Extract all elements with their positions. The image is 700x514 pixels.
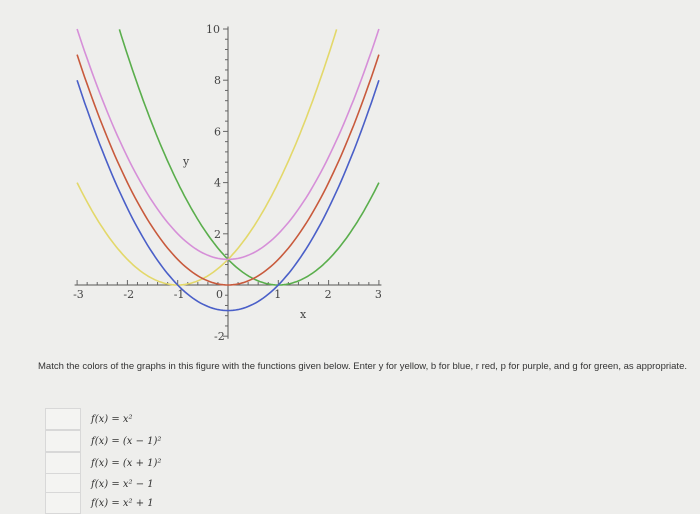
y-tick-label: 10 xyxy=(206,23,220,36)
answer-input[interactable] xyxy=(45,473,81,495)
x-tick-label: 0 xyxy=(216,288,223,301)
curve-x^2-1 xyxy=(76,79,380,312)
y-tick-label: 6 xyxy=(214,125,221,138)
answer-input[interactable] xyxy=(45,492,81,514)
y-tick-label: 4 xyxy=(214,177,221,190)
curve-x^2+1 xyxy=(76,28,380,261)
function-label: f(x) = (x − 1)² xyxy=(91,435,162,447)
function-row: f(x) = (x + 1)² xyxy=(45,452,161,474)
y-tick-label: 8 xyxy=(214,74,221,87)
function-row: f(x) = x² xyxy=(45,408,133,430)
x-tick-label: -3 xyxy=(73,288,84,301)
y-tick-label: -2 xyxy=(214,330,225,343)
answer-input[interactable] xyxy=(45,430,81,452)
function-label: f(x) = x² + 1 xyxy=(91,497,154,509)
function-label: f(x) = (x + 1)² xyxy=(91,457,162,469)
y-axis-label: y xyxy=(182,155,190,168)
x-axis-label: x xyxy=(300,308,307,321)
x-tick-label: 3 xyxy=(375,288,382,301)
curve-x^2 xyxy=(76,54,380,286)
x-tick-label: 1 xyxy=(274,288,281,301)
function-row: f(x) = x² + 1 xyxy=(45,492,154,514)
function-graph: -3 -2 -1 0 1 2 3 -2 2 4 6 8 10 y x xyxy=(73,23,382,343)
function-label: f(x) = x² xyxy=(91,413,133,425)
answer-input[interactable] xyxy=(45,408,81,430)
x-tick-label: -1 xyxy=(174,288,185,301)
function-row: f(x) = (x − 1)² xyxy=(45,430,161,452)
x-tick-label: -2 xyxy=(123,288,134,301)
x-tick-label: 2 xyxy=(325,288,332,301)
function-label: f(x) = x² − 1 xyxy=(91,478,154,490)
function-row: f(x) = x² − 1 xyxy=(45,473,154,495)
curve-(x+1)^2 xyxy=(76,29,338,286)
question-text: Match the colors of the graphs in this f… xyxy=(38,361,687,372)
curve-(x-1)^2 xyxy=(118,29,380,286)
answer-input[interactable] xyxy=(45,452,81,474)
y-tick-label: 2 xyxy=(214,228,221,241)
